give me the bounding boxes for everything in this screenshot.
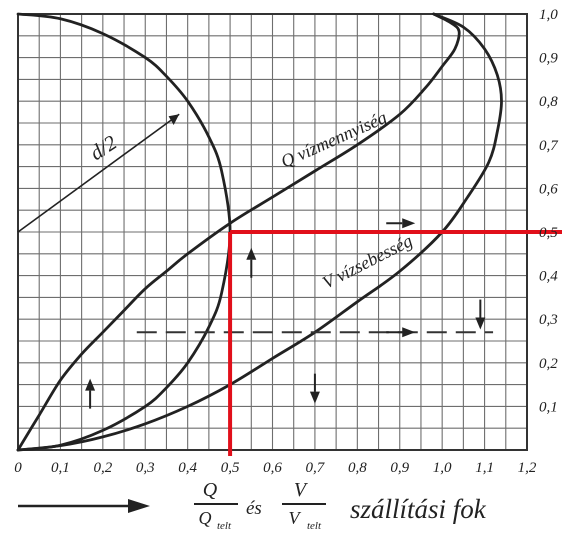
- x-axis-label: Q Q telt és V V telt szállítási fok: [18, 479, 487, 532]
- x-tick-labels: 0 0,1 0,2 0,3 0,4 0,5 0,6 0,7 0,8 0,9 1,0 1,1 1,2: [14, 460, 537, 476]
- x-tick-label: 0: [14, 460, 22, 476]
- y-tick-label: 0,9: [539, 51, 558, 67]
- v-velocity-curve: [16, 12, 503, 452]
- arrow-down-faint-head: [309, 391, 320, 404]
- y-tick-label: 0,8: [539, 94, 558, 110]
- arrow-up-mid-head: [246, 247, 257, 260]
- curve-label: V vízsebesség: [319, 230, 416, 292]
- x-tick-label: 0,2: [93, 460, 112, 476]
- v-denominator: V: [289, 508, 302, 528]
- x-tick-label: 1,2: [518, 460, 537, 476]
- curve-label: Q vízmennyiség: [278, 107, 390, 171]
- q-numerator: Q: [203, 479, 218, 501]
- x-axis-arrow-head: [128, 499, 150, 513]
- y-tick-label: 0,4: [539, 269, 558, 285]
- es-word: és: [246, 498, 262, 519]
- y-tick-label: 0,5: [539, 225, 558, 241]
- x-tick-label: 0,3: [136, 460, 155, 476]
- radius-line: [17, 113, 180, 233]
- flow-markers: [85, 218, 494, 409]
- q-denominator: Q: [199, 508, 212, 528]
- q-flow-curve: [16, 12, 461, 452]
- v-denominator-sub: telt: [307, 520, 322, 532]
- arrow-right-upper-head: [402, 218, 416, 229]
- y-tick-label: 0,7: [539, 138, 559, 154]
- x-tick-label: 0,8: [348, 460, 367, 476]
- x-tick-label: 0,7: [306, 460, 326, 476]
- y-tick-label: 0,3: [539, 312, 558, 328]
- arrow-right-lower-head: [402, 327, 416, 338]
- x-tick-label: 0,6: [263, 460, 282, 476]
- v-numerator: V: [294, 479, 309, 501]
- y-tick-label: 0,2: [539, 356, 558, 372]
- x-axis-suffix: szállítási fok: [350, 494, 487, 524]
- x-tick-label: 0,9: [390, 460, 409, 476]
- y-tick-label: 1,0: [539, 7, 558, 23]
- y-tick-labels: 0,1 0,2 0,3 0,4 0,5 0,6 0,7 0,8 0,9 1,0: [539, 7, 559, 415]
- x-tick-label: 0,4: [178, 460, 197, 476]
- y-tick-label: 0,1: [539, 399, 558, 415]
- q-denominator-sub: telt: [217, 520, 232, 532]
- arrow-up-left-head: [85, 378, 96, 391]
- x-tick-label: 1,1: [475, 460, 494, 476]
- y-tick-label: 0,6: [539, 181, 558, 197]
- radius-arrowhead: [168, 114, 180, 125]
- x-tick-label: 0,5: [221, 460, 240, 476]
- x-tick-label: 1,0: [433, 460, 452, 476]
- arrow-down-right-head: [475, 317, 486, 330]
- x-tick-label: 0,1: [51, 460, 70, 476]
- red-highlight: [228, 230, 562, 456]
